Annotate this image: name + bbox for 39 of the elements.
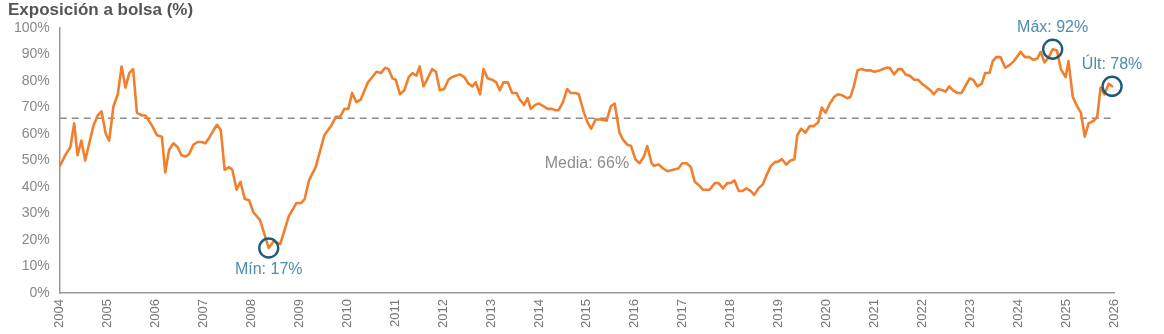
x-tick-label: 2009 [290, 299, 306, 328]
x-tick-label: 2025 [1057, 299, 1073, 328]
x-tick-label: 2006 [147, 299, 163, 328]
x-tick-label: 2026 [1105, 299, 1121, 328]
x-tick-label: 2023 [961, 299, 977, 328]
chart-title: Exposición a bolsa (%) [8, 0, 194, 20]
x-tick-label: 2014 [530, 299, 546, 328]
x-tick-label: 2016 [626, 299, 642, 328]
x-tick-label: 2012 [434, 299, 450, 328]
annotation: Mín: 17% [234, 260, 303, 278]
ref-line-label: Media: 66% [544, 153, 630, 171]
y-tick-label: 80% [21, 71, 50, 88]
x-tick-label: 2018 [722, 299, 738, 328]
y-tick-label: 70% [21, 98, 50, 115]
x-tick-label: 2015 [578, 299, 594, 328]
annotation: Máx: 92% [1017, 17, 1089, 35]
x-tick-label: 2010 [338, 299, 354, 328]
x-tick-label: 2013 [482, 299, 498, 328]
x-tick-label: 2020 [818, 299, 834, 328]
x-tick-label: 2021 [865, 299, 881, 328]
x-tick-label: 2008 [243, 299, 259, 328]
y-tick-label: 10% [21, 257, 50, 274]
annotation: Últ: 78% [1081, 53, 1143, 72]
y-tick-label: 0% [29, 283, 50, 300]
y-tick-label: 100% [13, 18, 50, 35]
y-tick-label: 60% [21, 124, 50, 141]
x-tick-label: 2019 [770, 299, 786, 328]
y-tick-label: 90% [21, 45, 50, 62]
x-tick-label: 2017 [674, 299, 690, 328]
x-tick-label: 2005 [99, 299, 115, 328]
y-tick-label: 50% [21, 151, 50, 168]
y-tick-label: 30% [21, 204, 50, 221]
x-tick-label: 2022 [913, 299, 929, 328]
y-tick-label: 20% [21, 230, 50, 247]
x-tick-label: 2004 [51, 299, 67, 328]
x-tick-label: 2024 [1009, 299, 1025, 328]
x-tick-label: 2007 [195, 299, 211, 328]
x-tick-label: 2011 [386, 299, 402, 328]
y-tick-label: 40% [21, 177, 50, 194]
